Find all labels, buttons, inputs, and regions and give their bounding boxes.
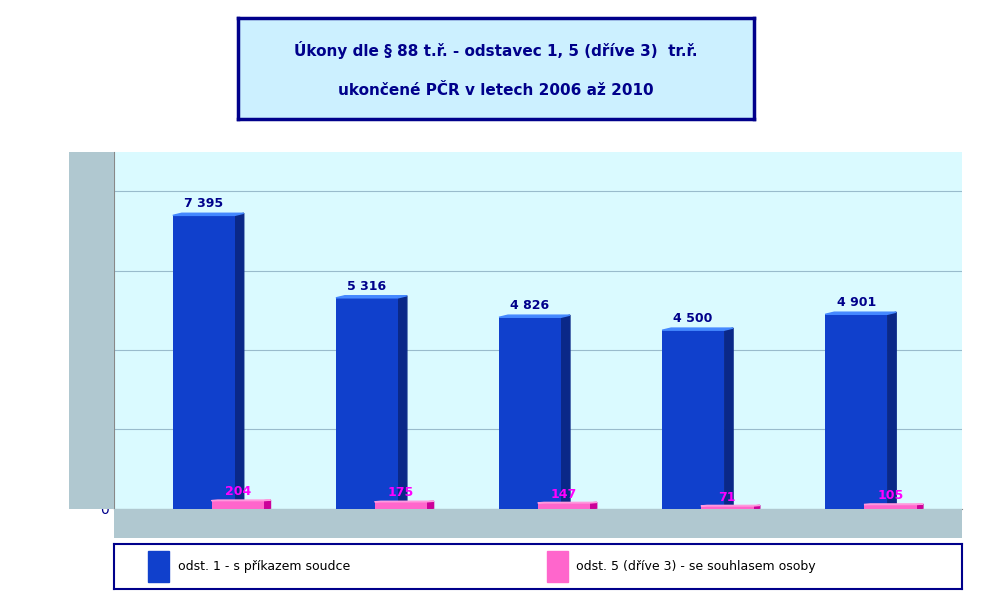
Polygon shape	[724, 328, 733, 509]
Text: 4 500: 4 500	[674, 312, 713, 325]
Polygon shape	[499, 315, 570, 317]
Text: 5 316: 5 316	[347, 280, 387, 293]
Text: 4 901: 4 901	[836, 296, 876, 309]
Text: odst. 1 - s příkazem soudce: odst. 1 - s příkazem soudce	[178, 560, 350, 573]
Polygon shape	[336, 296, 407, 298]
Text: 4 826: 4 826	[511, 299, 550, 312]
Polygon shape	[398, 296, 407, 509]
Text: 105: 105	[877, 489, 904, 502]
Polygon shape	[754, 505, 760, 509]
Polygon shape	[264, 500, 271, 509]
Polygon shape	[428, 501, 434, 509]
Bar	[148, 551, 170, 583]
Text: Úkony dle § 88 t.ř. - odstavec 1, 5 (dříve 3)  tr.ř.: Úkony dle § 88 t.ř. - odstavec 1, 5 (dří…	[295, 41, 697, 60]
Text: 7 395: 7 395	[185, 197, 223, 210]
Polygon shape	[590, 502, 597, 509]
Bar	[662, 330, 724, 509]
Bar	[173, 215, 235, 509]
Bar	[825, 314, 887, 509]
Bar	[375, 502, 428, 509]
Polygon shape	[887, 312, 896, 509]
Text: 204: 204	[225, 486, 251, 498]
Bar	[499, 317, 561, 509]
Text: ukončené PČR v letech 2006 až 2010: ukončené PČR v letech 2006 až 2010	[338, 83, 654, 98]
Text: 147: 147	[551, 487, 577, 500]
Polygon shape	[235, 213, 244, 509]
Polygon shape	[561, 315, 570, 509]
Polygon shape	[662, 328, 733, 330]
Bar	[547, 551, 567, 583]
Bar	[336, 298, 398, 509]
Text: 71: 71	[718, 490, 736, 503]
Bar	[701, 506, 754, 509]
Bar	[864, 505, 917, 509]
Bar	[211, 500, 264, 509]
Polygon shape	[917, 504, 923, 509]
Bar	[538, 503, 590, 509]
Polygon shape	[825, 312, 896, 314]
Polygon shape	[173, 213, 244, 215]
Text: odst. 5 (dříve 3) - se souhlasem osoby: odst. 5 (dříve 3) - se souhlasem osoby	[576, 560, 816, 573]
Text: 175: 175	[388, 486, 414, 499]
